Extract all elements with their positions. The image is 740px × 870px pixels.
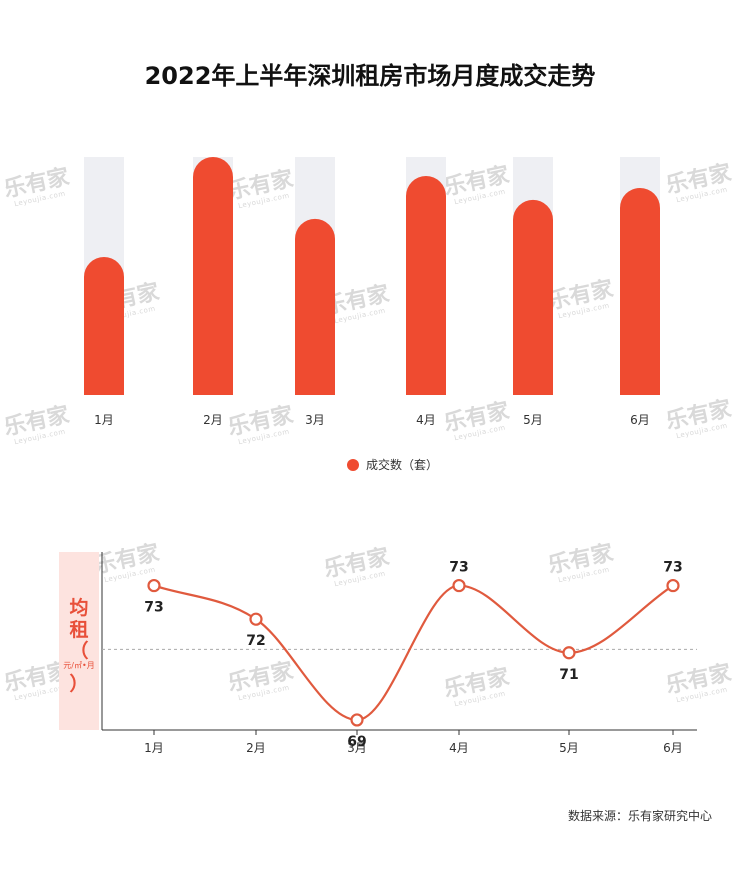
bars xyxy=(84,157,660,395)
y-axis-label-open-paren: （ xyxy=(69,639,88,662)
y-axis-unit: 元/㎡•月 xyxy=(63,661,94,670)
data-label: 73 xyxy=(449,560,468,576)
bar-chart: 1月 2月 3月 4月 5月 6月 成交数（套） xyxy=(84,157,660,472)
data-point xyxy=(666,578,680,593)
data-point xyxy=(452,578,466,593)
bar-category-labels: 1月 2月 3月 4月 5月 6月 xyxy=(94,413,650,427)
x-tick-label: 5月 xyxy=(559,741,579,755)
data-point xyxy=(147,578,161,593)
data-label: 73 xyxy=(144,600,163,616)
bar-legend: 成交数（套） xyxy=(347,457,438,472)
data-point xyxy=(249,612,263,626)
bar-tracks xyxy=(84,157,660,395)
x-axis-ticks: 1月 2月 3月 4月 5月 6月 xyxy=(144,730,683,755)
bar xyxy=(620,187,660,395)
source-note: 数据来源：乐有家研究中心 xyxy=(568,808,712,823)
bar-category-label: 1月 xyxy=(94,413,114,427)
bar xyxy=(406,176,447,395)
x-tick-label: 1月 xyxy=(144,741,164,755)
series-line xyxy=(153,584,674,722)
bar xyxy=(84,256,124,395)
bar-category-label: 5月 xyxy=(523,413,543,427)
y-axis-label-box xyxy=(59,552,99,730)
data-points xyxy=(147,578,680,727)
data-label: 69 xyxy=(347,734,366,750)
data-labels: 73 72 69 73 71 73 xyxy=(144,560,682,750)
chart-title: 2022年上半年深圳租房市场月度成交走势 xyxy=(145,62,596,90)
x-tick-label: 6月 xyxy=(663,741,683,755)
y-axis-label-close-paren: ） xyxy=(69,672,88,695)
data-label: 71 xyxy=(559,667,578,683)
x-tick-label: 2月 xyxy=(246,741,266,755)
bar xyxy=(295,218,335,395)
y-axis-label-char-1: 均 xyxy=(69,596,88,619)
bar-category-label: 3月 xyxy=(305,413,325,427)
line-chart: 均 租 （ 元/㎡•月 ） 1月 2月 3月 4月 5月 6月 73 72 69 73 71 73 xyxy=(59,552,697,755)
bar-category-label: 6月 xyxy=(630,413,650,427)
x-tick-label: 3月 xyxy=(347,741,367,755)
bar-category-label: 4月 xyxy=(416,413,436,427)
legend-label: 成交数（套） xyxy=(366,457,438,472)
x-tick-label: 4月 xyxy=(449,741,469,755)
legend-swatch xyxy=(347,459,359,471)
data-point xyxy=(350,713,364,727)
data-label: 72 xyxy=(246,633,265,649)
data-point xyxy=(562,646,576,660)
bar xyxy=(193,157,233,395)
data-label: 73 xyxy=(663,560,682,576)
bar xyxy=(513,199,553,395)
bar-category-label: 2月 xyxy=(203,413,223,427)
y-axis-label-char-2: 租 xyxy=(69,619,88,641)
